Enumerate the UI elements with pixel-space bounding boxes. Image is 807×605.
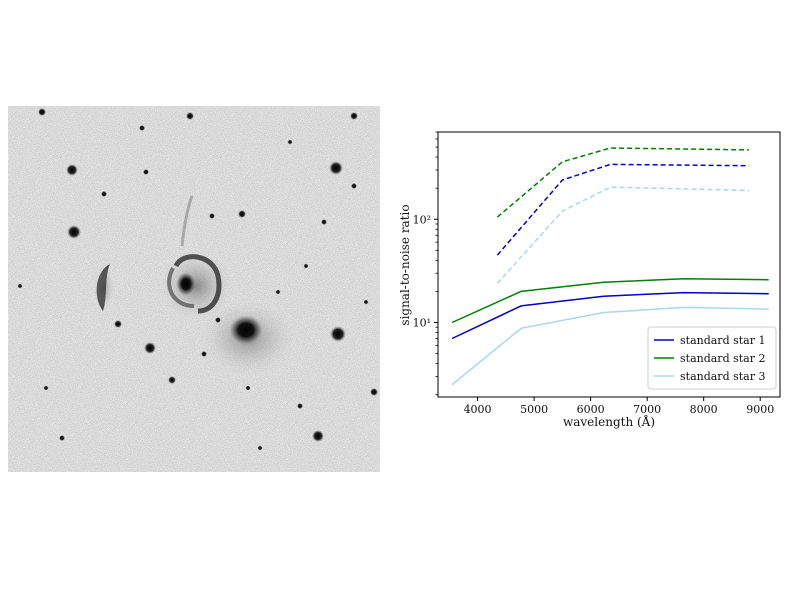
left-arc-galaxy [94, 264, 114, 311]
x-tick-label: 6000 [577, 403, 605, 416]
plot-frame [437, 131, 781, 398]
y-axis-label: signal-to-noise ratio [398, 204, 412, 325]
x-tick-label: 7000 [633, 403, 661, 416]
x-tick-label: 5000 [520, 403, 548, 416]
x-axis-label: wavelength (Å) [563, 414, 655, 429]
axis-layer: 4000 5000 6000 7000 8000 9000 10¹ 10² [413, 131, 774, 416]
stars [17, 108, 378, 451]
y-tick-label: 10¹ [413, 317, 431, 330]
spiral-galaxy [160, 195, 232, 320]
legend: standard star 1 standard star 2 standard s… [647, 326, 777, 390]
series-line-2 [451, 278, 769, 324]
y-tick-label: 10² [413, 213, 431, 226]
series-line-3 [451, 306, 769, 386]
series-line-6 [496, 186, 749, 284]
legend-box [647, 326, 777, 390]
legend-label: standard star 3 [680, 370, 765, 383]
plot-layer [451, 147, 769, 386]
elliptical-galaxy [200, 300, 296, 376]
legend-label: standard star 2 [680, 352, 765, 365]
series-line-1 [451, 291, 769, 340]
x-tick-label: 9000 [746, 403, 774, 416]
galaxy-field-svg [8, 106, 380, 472]
legend-label: standard star 1 [680, 334, 765, 347]
series-line-4 [496, 163, 749, 256]
x-tick-label: 4000 [464, 403, 492, 416]
x-tick-label: 8000 [690, 403, 718, 416]
galaxy-image [8, 106, 380, 472]
snr-chart: 4000 5000 6000 7000 8000 9000 10¹ 10² wavelengt… [392, 120, 792, 440]
snr-chart-svg: 4000 5000 6000 7000 8000 9000 10¹ 10² wavelengt… [398, 131, 781, 429]
series-line-5 [496, 147, 749, 218]
